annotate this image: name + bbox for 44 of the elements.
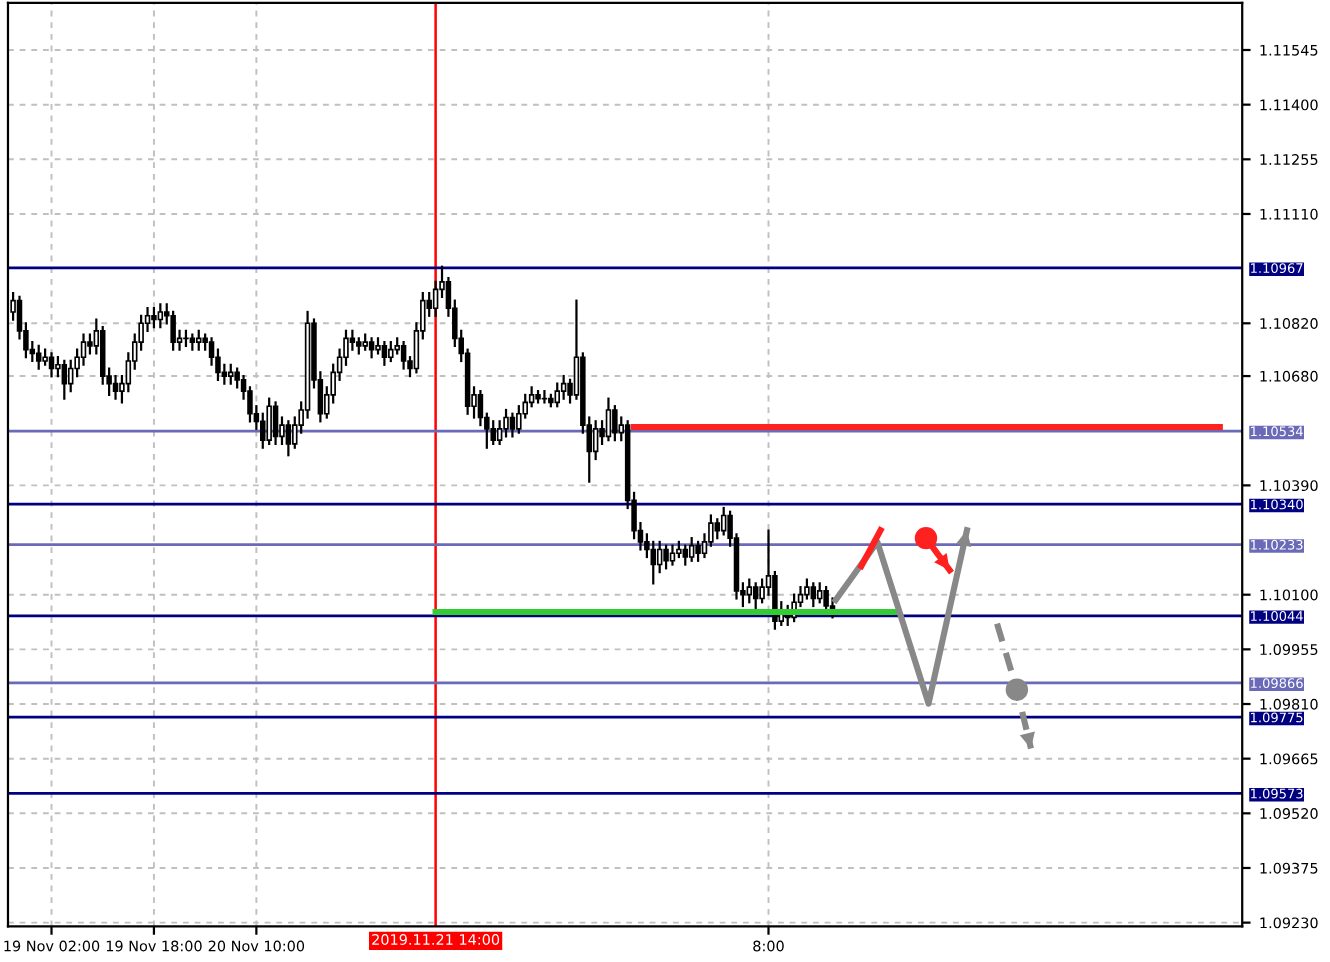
candlestick (170, 310, 176, 351)
candlestick (381, 341, 388, 366)
candlestick (592, 420, 599, 461)
candlestick (195, 329, 202, 351)
candlestick (554, 382, 560, 408)
candlestick (682, 544, 689, 566)
candlestick (266, 397, 272, 446)
candlestick (112, 374, 119, 400)
candlestick (349, 329, 356, 351)
candlestick (61, 359, 68, 400)
candlestick (752, 582, 759, 611)
candlestick (823, 586, 829, 615)
candlestick (560, 374, 567, 400)
candlestick (490, 420, 496, 446)
candlestick (541, 390, 548, 404)
candlestick (260, 412, 266, 449)
candlestick (48, 352, 55, 378)
candlestick (650, 540, 657, 585)
candlestick (612, 405, 618, 442)
candlestick (285, 420, 292, 457)
candlestick (509, 412, 516, 438)
candlestick (720, 506, 727, 536)
candlestick (746, 578, 753, 604)
candlestick (503, 408, 509, 438)
candlestick (656, 540, 663, 574)
candlestick (816, 582, 823, 604)
candlestick (272, 401, 279, 446)
candlestick (151, 307, 157, 329)
candlestick (157, 303, 164, 329)
candlestick (35, 344, 42, 370)
candlestick (605, 397, 612, 442)
candlestick (695, 540, 701, 562)
candlestick (688, 537, 695, 562)
candlestick (400, 341, 407, 370)
candlestick (810, 582, 817, 608)
candlestick (55, 356, 61, 378)
candlestick (368, 337, 375, 359)
candlestick (228, 363, 234, 385)
candlestick (388, 341, 394, 363)
candlestick (714, 518, 721, 540)
candlestick (663, 544, 669, 570)
candlestick (669, 544, 676, 566)
candlestick (87, 333, 93, 355)
candlestick (804, 578, 810, 600)
